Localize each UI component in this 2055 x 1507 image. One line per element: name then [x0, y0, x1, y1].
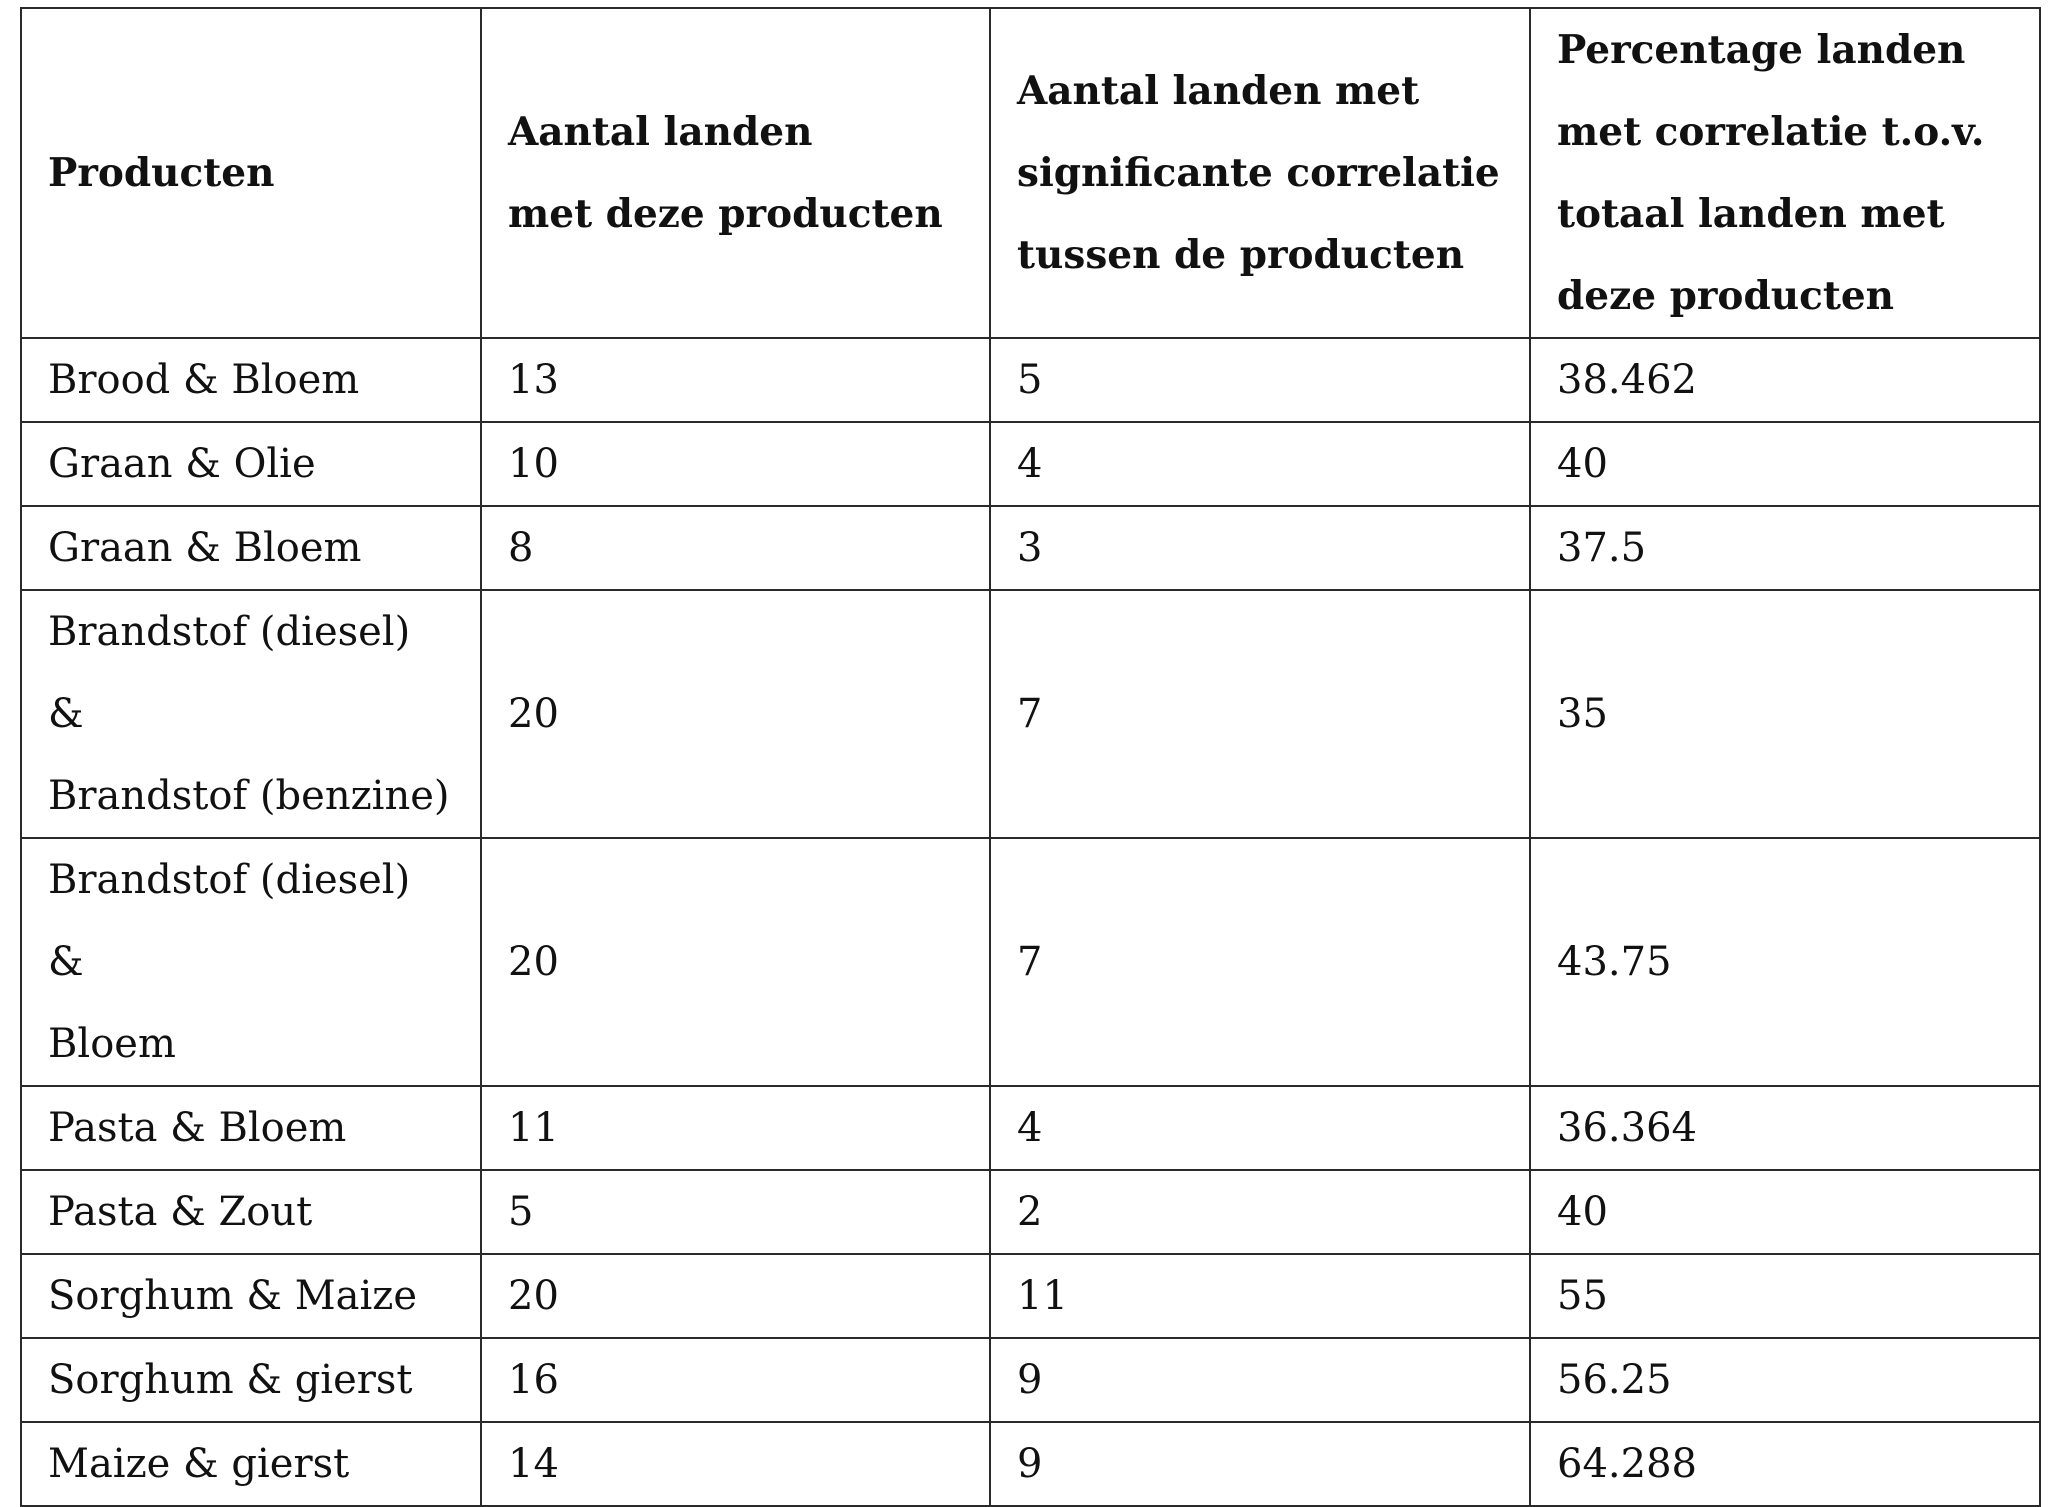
product-cell: Sorghum & gierst — [20, 1337, 482, 1423]
landen-cell: 20 — [480, 837, 991, 1087]
significant-cell: 9 — [989, 1337, 1531, 1423]
percentage-cell: 40 — [1529, 421, 2041, 507]
header-aantal-landen: Aantal landen met deze producten — [480, 7, 991, 339]
header-percentage-landen: Percentage landen met correlatie t.o.v. … — [1529, 7, 2041, 339]
percentage-cell: 37.5 — [1529, 505, 2041, 591]
table-row: Brandstof (diesel) & Bloem 20 7 43.75 — [20, 837, 2041, 1087]
significant-cell: 11 — [989, 1253, 1531, 1339]
table-row: Sorghum & gierst 16 9 56.25 — [20, 1337, 2041, 1423]
product-cell: Graan & Bloem — [20, 505, 482, 591]
product-cell: Maize & gierst — [20, 1421, 482, 1507]
percentage-cell: 56.25 — [1529, 1337, 2041, 1423]
table-row: Graan & Bloem 8 3 37.5 — [20, 505, 2041, 591]
percentage-cell: 55 — [1529, 1253, 2041, 1339]
table-row: Brood & Bloem 13 5 38.462 — [20, 337, 2041, 423]
percentage-cell: 40 — [1529, 1169, 2041, 1255]
percentage-cell: 64.288 — [1529, 1421, 2041, 1507]
table-header-row: Producten Aantal landen met deze product… — [20, 7, 2041, 339]
percentage-cell: 43.75 — [1529, 837, 2041, 1087]
table-row: Brandstof (diesel) & Brandstof (benzine)… — [20, 589, 2041, 839]
table-row: Pasta & Bloem 11 4 36.364 — [20, 1085, 2041, 1171]
table-row: Graan & Olie 10 4 40 — [20, 421, 2041, 507]
significant-cell: 3 — [989, 505, 1531, 591]
product-cell: Sorghum & Maize — [20, 1253, 482, 1339]
significant-cell: 4 — [989, 1085, 1531, 1171]
percentage-cell: 36.364 — [1529, 1085, 2041, 1171]
product-cell: Pasta & Zout — [20, 1169, 482, 1255]
correlation-table: Producten Aantal landen met deze product… — [20, 7, 2041, 1507]
percentage-cell: 35 — [1529, 589, 2041, 839]
product-cell: Brandstof (diesel) & Bloem — [20, 837, 482, 1087]
landen-cell: 20 — [480, 589, 991, 839]
landen-cell: 20 — [480, 1253, 991, 1339]
percentage-cell: 38.462 — [1529, 337, 2041, 423]
product-cell: Brood & Bloem — [20, 337, 482, 423]
landen-cell: 14 — [480, 1421, 991, 1507]
table-row: Sorghum & Maize 20 11 55 — [20, 1253, 2041, 1339]
table-row: Maize & gierst 14 9 64.288 — [20, 1421, 2041, 1507]
significant-cell: 7 — [989, 837, 1531, 1087]
landen-cell: 13 — [480, 337, 991, 423]
significant-cell: 9 — [989, 1421, 1531, 1507]
significant-cell: 2 — [989, 1169, 1531, 1255]
product-cell: Pasta & Bloem — [20, 1085, 482, 1171]
significant-cell: 5 — [989, 337, 1531, 423]
landen-cell: 11 — [480, 1085, 991, 1171]
significant-cell: 7 — [989, 589, 1531, 839]
landen-cell: 10 — [480, 421, 991, 507]
header-producten: Producten — [20, 7, 482, 339]
landen-cell: 16 — [480, 1337, 991, 1423]
table-row: Pasta & Zout 5 2 40 — [20, 1169, 2041, 1255]
header-significante-correlatie: Aantal landen met significante correlati… — [989, 7, 1531, 339]
landen-cell: 5 — [480, 1169, 991, 1255]
product-cell: Brandstof (diesel) & Brandstof (benzine) — [20, 589, 482, 839]
landen-cell: 8 — [480, 505, 991, 591]
product-cell: Graan & Olie — [20, 421, 482, 507]
significant-cell: 4 — [989, 421, 1531, 507]
